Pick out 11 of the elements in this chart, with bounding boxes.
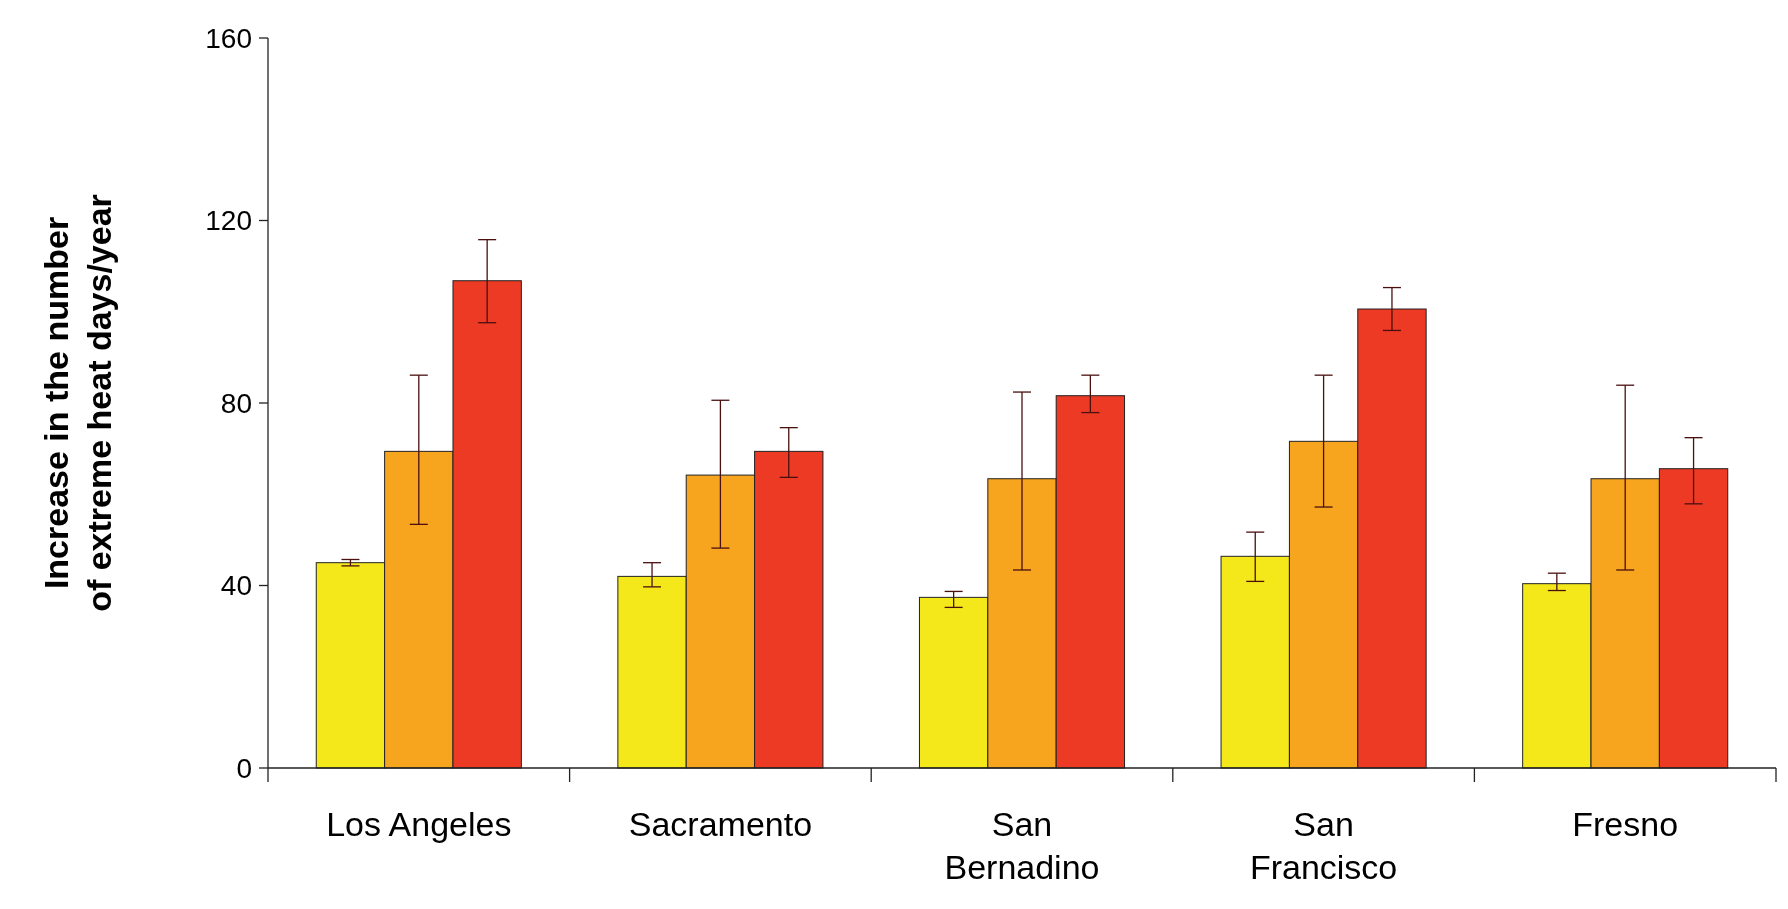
x-tick-label: San Bernadino xyxy=(944,805,1100,886)
y-tick-label: 0 xyxy=(236,752,252,784)
y-tick-label: 120 xyxy=(205,205,252,237)
y-tick-label: 40 xyxy=(220,570,252,602)
y-tick-label: 80 xyxy=(220,387,252,419)
y-axis-title: Increase in the number of extreme heat days/year xyxy=(37,194,118,612)
x-tick-label: Sacramento xyxy=(628,805,813,843)
x-tick-label: Los Angeles xyxy=(326,805,512,843)
x-tick-label: Fresno xyxy=(1572,805,1679,843)
y-tick-label: 160 xyxy=(205,22,252,54)
x-tick-label: San Francisco xyxy=(1249,805,1398,886)
